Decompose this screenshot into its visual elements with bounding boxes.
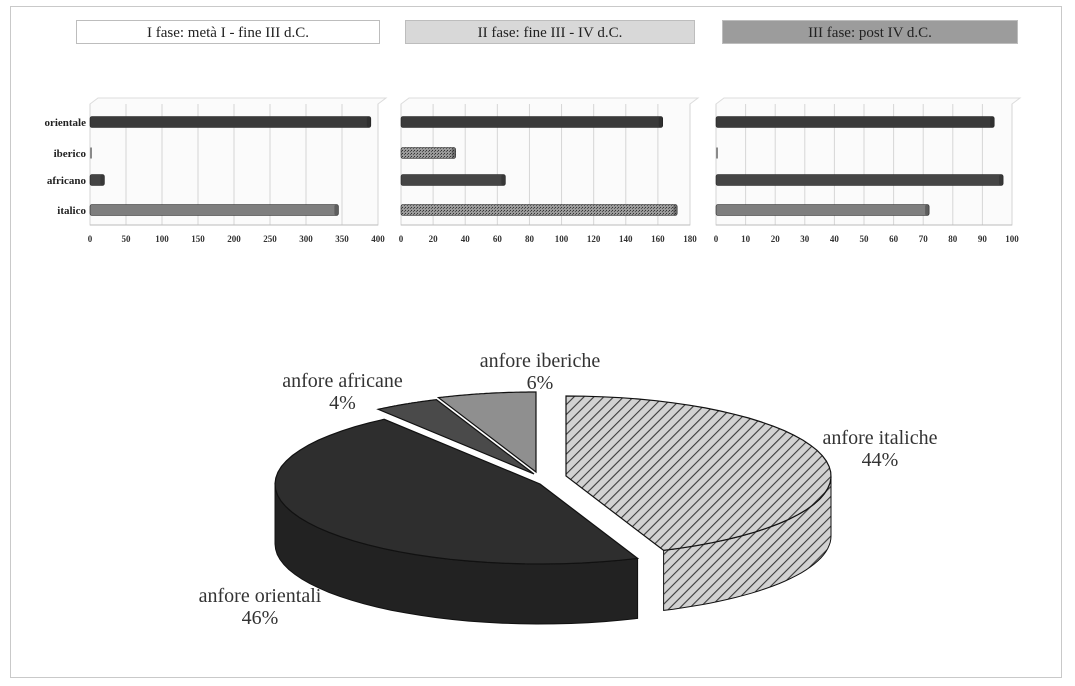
bar-end-orientale bbox=[990, 116, 995, 128]
bar-italico bbox=[715, 204, 930, 216]
pie-slice-anfore-italiche bbox=[565, 395, 832, 552]
bar-iberico bbox=[716, 147, 718, 159]
category-label-africano: africano bbox=[47, 175, 87, 187]
x-tick-label: 160 bbox=[651, 234, 665, 244]
bar-end-africano bbox=[999, 174, 1004, 186]
x-tick-label: 30 bbox=[800, 234, 810, 244]
figure-frame bbox=[10, 6, 1062, 678]
bar-italico bbox=[400, 204, 678, 216]
x-tick-label: 50 bbox=[122, 234, 132, 244]
x-tick-label: 400 bbox=[371, 234, 385, 244]
x-tick-label: 0 bbox=[88, 234, 93, 244]
pie-label-iberiche: anfore iberiche 6% bbox=[455, 350, 625, 394]
phase-label-3: III fase: post IV d.C. bbox=[722, 20, 1018, 44]
x-tick-label: 200 bbox=[227, 234, 241, 244]
pie-label-africane-pct: 4% bbox=[329, 392, 356, 414]
x-tick-label: 100 bbox=[1005, 234, 1019, 244]
bar-africano bbox=[715, 174, 1004, 186]
bar-end-italico bbox=[925, 204, 930, 216]
bar-africano bbox=[89, 174, 105, 186]
pie-label-orientali-pct: 46% bbox=[241, 607, 279, 629]
x-tick-label: 60 bbox=[493, 234, 503, 244]
pie-label-iberiche-pct: 6% bbox=[526, 372, 554, 394]
bar-orientale bbox=[715, 116, 995, 128]
category-label-orientale: orientale bbox=[44, 117, 86, 129]
pie-label-africane-name: anfore africane bbox=[282, 370, 403, 392]
x-tick-label: 300 bbox=[299, 234, 313, 244]
pie-slice-anfore-iberiche bbox=[436, 391, 537, 474]
x-tick-label: 20 bbox=[429, 234, 439, 244]
x-tick-label: 80 bbox=[525, 234, 535, 244]
x-tick-label: 0 bbox=[714, 234, 719, 244]
pie-slice-anfore-orientali bbox=[274, 418, 640, 565]
bar-end-orientale bbox=[366, 116, 371, 128]
x-tick-label: 70 bbox=[919, 234, 929, 244]
pie-label-italiche-name: anfore italiche bbox=[822, 427, 938, 449]
bar-chart-1: 0 50 100 150 200 250 300 350 400 orientale iberico… bbox=[44, 97, 388, 244]
pie-label-italiche-pct: 44% bbox=[861, 449, 899, 471]
bar-end-orientale bbox=[658, 116, 663, 128]
bar-end-africano bbox=[501, 174, 506, 186]
pie-label-orientali-name: anfore orientali bbox=[198, 585, 322, 607]
bar-africano bbox=[400, 174, 506, 186]
bar-orientale bbox=[400, 116, 664, 128]
bar-end-africano bbox=[100, 174, 105, 186]
x-tick-label: 20 bbox=[771, 234, 781, 244]
bar-iberico bbox=[90, 147, 92, 159]
x-tick-label: 40 bbox=[830, 234, 840, 244]
bar-italico bbox=[89, 204, 339, 216]
bar-chart-2: 0 20 40 60 80 100 120 140 160 180 bbox=[399, 97, 700, 244]
x-tick-label: 180 bbox=[683, 234, 697, 244]
phase-label-2: II fase: fine III - IV d.C. bbox=[405, 20, 695, 44]
pie-label-africane: anfore africane 4% bbox=[255, 370, 430, 414]
bar-chart-3: 0 10 20 30 40 50 60 70 80 90 100 bbox=[714, 97, 1022, 244]
pie-slice-anfore-africane bbox=[376, 398, 535, 475]
x-tick-label: 90 bbox=[978, 234, 988, 244]
x-tick-label: 100 bbox=[555, 234, 569, 244]
bar-end-italico bbox=[334, 204, 339, 216]
x-tick-label: 250 bbox=[263, 234, 277, 244]
phase-label-1: I fase: metà I - fine III d.C. bbox=[76, 20, 380, 44]
x-tick-label: 80 bbox=[948, 234, 958, 244]
x-tick-label: 150 bbox=[191, 234, 205, 244]
x-tick-label: 350 bbox=[335, 234, 349, 244]
x-tick-label: 100 bbox=[155, 234, 169, 244]
category-label-iberico: iberico bbox=[54, 148, 87, 160]
x-tick-label: 40 bbox=[461, 234, 471, 244]
bar-end-italico bbox=[673, 204, 678, 216]
x-tick-label: 0 bbox=[399, 234, 404, 244]
x-tick-label: 60 bbox=[889, 234, 899, 244]
x-tick-label: 120 bbox=[587, 234, 601, 244]
bar-orientale bbox=[89, 116, 372, 128]
x-tick-label: 50 bbox=[860, 234, 870, 244]
pie-label-iberiche-name: anfore iberiche bbox=[479, 350, 601, 372]
pie-label-italiche: anfore italiche 44% bbox=[795, 427, 965, 471]
x-tick-label: 10 bbox=[741, 234, 751, 244]
pie-label-orientali: anfore orientali 46% bbox=[175, 585, 345, 629]
bar-end-iberico bbox=[451, 147, 456, 159]
bar-iberico bbox=[400, 147, 456, 159]
x-tick-label: 140 bbox=[619, 234, 633, 244]
bar-charts: 0 50 100 150 200 250 300 350 400orientaleiberico… bbox=[44, 97, 1022, 244]
category-label-italico: italico bbox=[57, 205, 86, 217]
